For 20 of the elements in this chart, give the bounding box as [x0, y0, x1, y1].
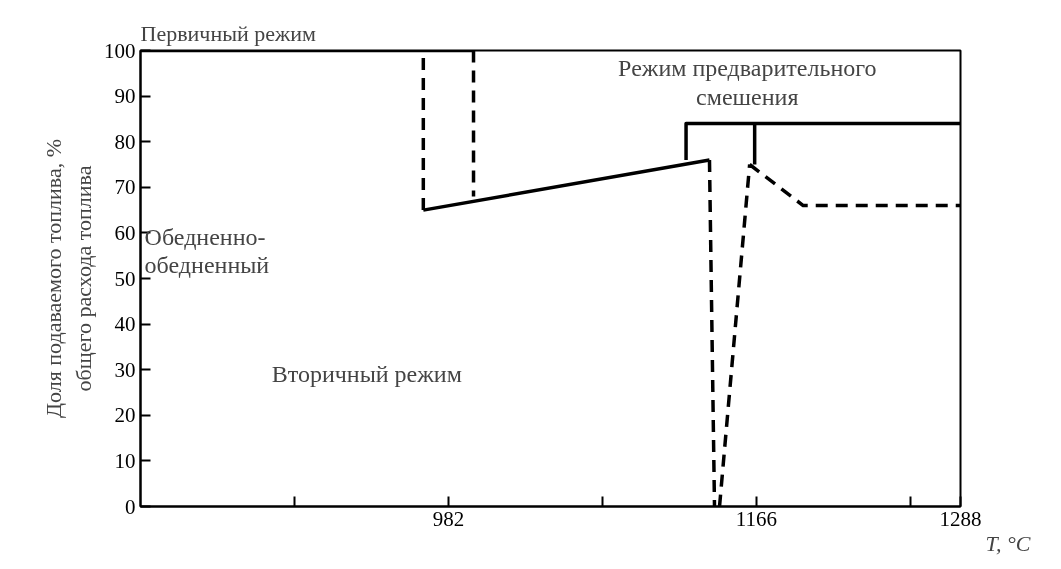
x-tick-label: 982	[432, 506, 465, 531]
y-tick-label: 20	[114, 403, 136, 428]
y-axis-title: Доля подаваемого топлива, % общего расхода топлива	[41, 139, 96, 418]
y-tick-label: 40	[114, 312, 136, 337]
x-tick-label: 1288	[939, 506, 982, 531]
x-axis-title: T, °C	[985, 530, 1031, 556]
chart-title: Первичный режим	[140, 20, 316, 46]
y-tick-label: 0	[125, 494, 136, 519]
annotation: Вторичный режим	[271, 360, 462, 387]
y-tick-label: 30	[114, 357, 136, 382]
y-tick-label: 100	[104, 38, 136, 63]
x-tick-label: 1166	[735, 506, 777, 531]
annotation: Обедненно- обедненный	[144, 223, 270, 279]
y-tick-label: 90	[114, 84, 136, 109]
y-tick-label: 70	[114, 175, 136, 200]
y-tick-label: 80	[114, 129, 136, 154]
annotation: Режим предварительного смешения	[618, 55, 877, 110]
y-tick-label: 10	[114, 448, 136, 473]
y-tick-label: 50	[114, 266, 136, 291]
y-tick-label: 60	[114, 220, 136, 245]
